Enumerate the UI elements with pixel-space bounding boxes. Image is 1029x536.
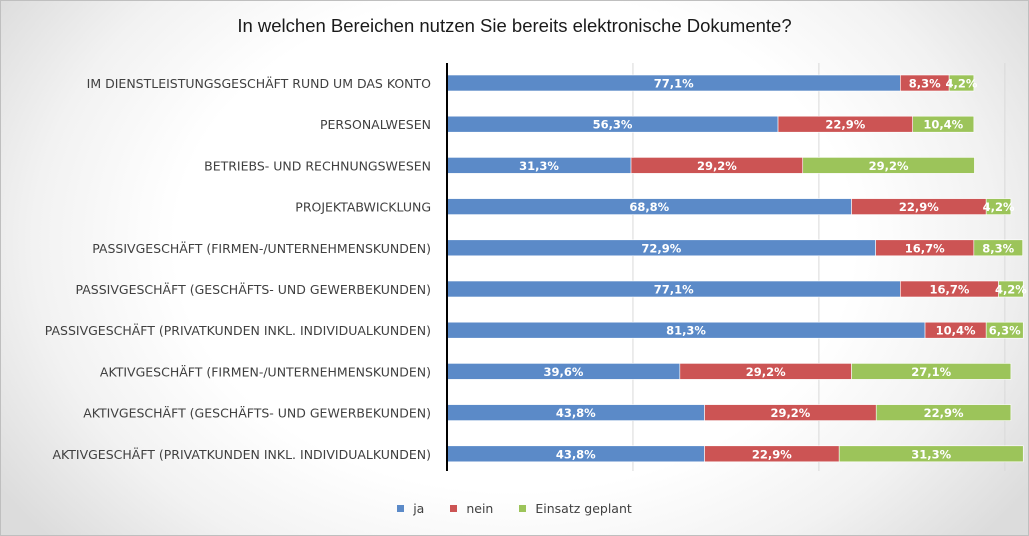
chart-legend: ja nein Einsatz geplant: [1, 501, 1028, 516]
category-label: PERSONALWESEN: [320, 117, 431, 132]
category-label: BETRIEBS- UND RECHNUNGSWESEN: [204, 158, 431, 173]
data-label: 77,1%: [654, 283, 694, 297]
category-label: PASSIVGESCHÄFT (GESCHÄFTS- UND GEWERBEKU…: [76, 282, 431, 297]
bar-segment: [875, 404, 1012, 421]
data-label: 4,2%: [995, 283, 1027, 297]
data-label: 68,8%: [629, 200, 669, 214]
data-label: 10,4%: [923, 118, 963, 132]
data-label: 29,2%: [697, 159, 737, 173]
bar-segment: [802, 157, 975, 174]
data-label: 29,2%: [869, 159, 909, 173]
legend-item: Einsatz geplant: [519, 501, 632, 516]
legend-label: Einsatz geplant: [535, 501, 632, 516]
legend-label: ja: [413, 501, 425, 516]
data-label: 31,3%: [911, 447, 951, 461]
category-label: PROJEKTABWICKLUNG: [295, 200, 431, 215]
bar-segment: [948, 74, 975, 92]
data-label: 22,9%: [924, 406, 964, 420]
legend-swatch: [397, 505, 405, 512]
bar-segment: [985, 198, 1012, 215]
data-label: 56,3%: [593, 118, 633, 132]
data-label: 8,3%: [909, 77, 941, 91]
data-label: 81,3%: [666, 324, 706, 338]
legend-item: nein: [450, 501, 493, 516]
bar-segment: [998, 280, 1024, 298]
category-label: AKTIVGESCHÄFT (FIRMEN-/UNTERNEHMENSKUNDE…: [100, 364, 431, 379]
legend-label: nein: [466, 501, 494, 516]
data-label: 10,4%: [936, 324, 976, 338]
category-label: PASSIVGESCHÄFT (FIRMEN-/UNTERNEHMENSKUND…: [92, 241, 431, 256]
data-label: 43,8%: [556, 406, 596, 420]
bar-segment: [985, 321, 1024, 339]
data-label: 22,9%: [899, 200, 939, 214]
legend-swatch: [519, 505, 527, 512]
data-label: 39,6%: [543, 365, 583, 379]
data-label: 6,3%: [989, 324, 1021, 338]
bar-segment: [912, 115, 975, 133]
category-label: PASSIVGESCHÄFT (PRIVATKUNDEN INKL. INDIV…: [45, 323, 431, 338]
bar-segment: [838, 445, 1024, 463]
data-label: 29,2%: [770, 406, 810, 420]
legend-item: ja: [397, 501, 424, 516]
data-label: 22,9%: [752, 447, 792, 461]
data-label: 8,3%: [982, 241, 1014, 255]
data-label: 16,7%: [905, 241, 945, 255]
bar-segment: [973, 239, 1023, 257]
data-label: 27,1%: [911, 365, 951, 379]
data-label: 31,3%: [519, 159, 559, 173]
data-label: 72,9%: [641, 241, 681, 255]
data-label: 4,2%: [946, 77, 978, 91]
data-label: 22,9%: [825, 118, 865, 132]
legend-swatch: [450, 505, 458, 512]
category-label: AKTIVGESCHÄFT (GESCHÄFTS- UND GEWERBEKUN…: [83, 406, 431, 421]
category-label: AKTIVGESCHÄFT (PRIVATKUNDEN INKL. INDIVI…: [52, 447, 431, 462]
chart-title: In welchen Bereichen nutzen Sie bereits …: [237, 15, 792, 36]
category-label: IM DIENSTLEISTUNGSGESCHÄFT RUND UM DAS K…: [87, 76, 431, 91]
bar-segment: [851, 363, 1012, 380]
data-label: 16,7%: [929, 283, 969, 297]
data-label: 29,2%: [746, 365, 786, 379]
data-label: 4,2%: [983, 200, 1015, 214]
data-label: 77,1%: [654, 77, 694, 91]
data-label: 43,8%: [556, 447, 596, 461]
